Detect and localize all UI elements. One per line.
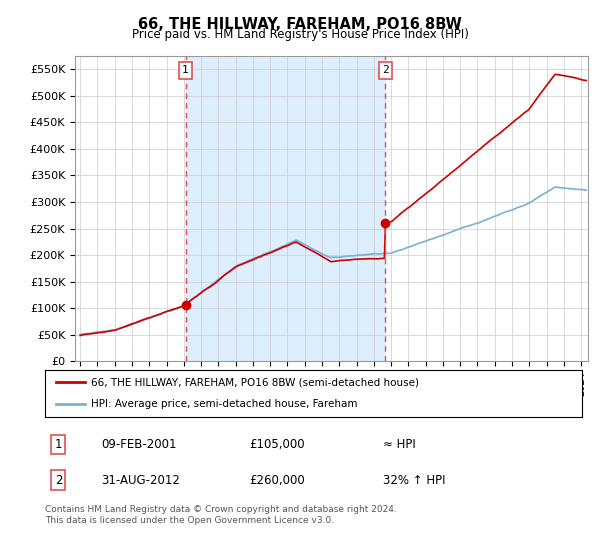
- Text: £260,000: £260,000: [249, 474, 305, 487]
- Text: ≈ HPI: ≈ HPI: [383, 438, 416, 451]
- Text: 32% ↑ HPI: 32% ↑ HPI: [383, 474, 446, 487]
- Text: 09-FEB-2001: 09-FEB-2001: [101, 438, 177, 451]
- Text: 1: 1: [182, 66, 189, 76]
- Text: 31-AUG-2012: 31-AUG-2012: [101, 474, 180, 487]
- Text: 1: 1: [55, 438, 62, 451]
- Text: Price paid vs. HM Land Registry's House Price Index (HPI): Price paid vs. HM Land Registry's House …: [131, 28, 469, 41]
- Text: Contains HM Land Registry data © Crown copyright and database right 2024.
This d: Contains HM Land Registry data © Crown c…: [45, 505, 397, 525]
- Text: £105,000: £105,000: [249, 438, 305, 451]
- Text: 66, THE HILLWAY, FAREHAM, PO16 8BW (semi-detached house): 66, THE HILLWAY, FAREHAM, PO16 8BW (semi…: [91, 377, 419, 388]
- Text: 2: 2: [382, 66, 389, 76]
- Text: 66, THE HILLWAY, FAREHAM, PO16 8BW: 66, THE HILLWAY, FAREHAM, PO16 8BW: [138, 17, 462, 32]
- Bar: [185, 56, 385, 361]
- Text: 2: 2: [55, 474, 62, 487]
- Text: HPI: Average price, semi-detached house, Fareham: HPI: Average price, semi-detached house,…: [91, 399, 357, 409]
